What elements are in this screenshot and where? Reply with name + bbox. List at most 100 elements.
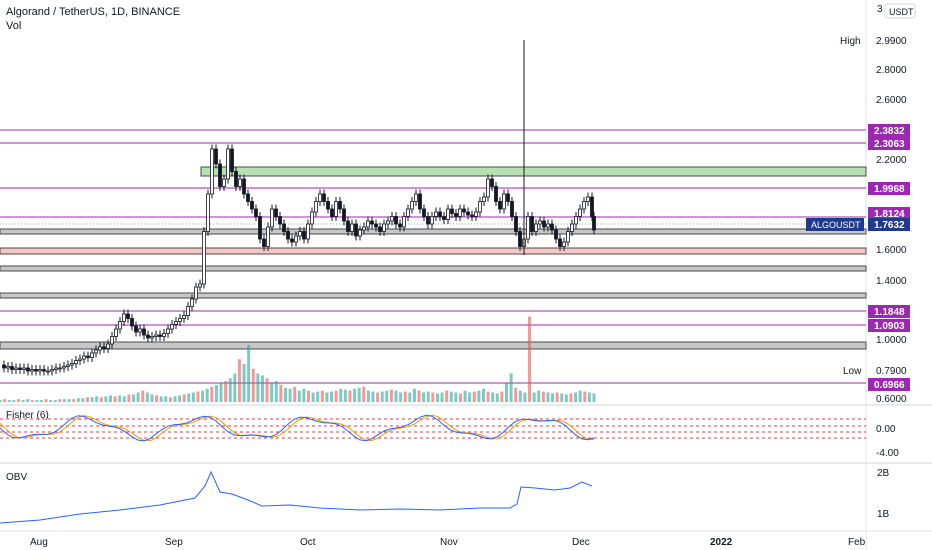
candle-body bbox=[478, 201, 482, 213]
volume-bar bbox=[201, 390, 205, 402]
candle-body bbox=[570, 223, 574, 232]
candle-body bbox=[158, 334, 162, 337]
candle-body bbox=[102, 346, 106, 349]
volume-bar bbox=[49, 400, 53, 402]
candle-body bbox=[14, 367, 18, 370]
volume-bar bbox=[196, 391, 200, 402]
candle-body bbox=[382, 223, 386, 232]
candle-body bbox=[234, 171, 238, 187]
candle-body bbox=[266, 226, 270, 247]
candle-body bbox=[326, 201, 330, 210]
volume-bar bbox=[514, 387, 518, 402]
volume-bar bbox=[505, 383, 509, 402]
candle-body bbox=[162, 333, 166, 337]
candle-body bbox=[434, 211, 438, 217]
volume-bar bbox=[412, 388, 416, 402]
time-axis[interactable]: Aug Sep Oct Nov Dec 2022 Feb bbox=[30, 537, 866, 548]
volume-bar bbox=[491, 392, 495, 402]
volume-bar bbox=[343, 389, 347, 402]
volume-bar bbox=[362, 386, 366, 402]
volume-bar bbox=[251, 368, 255, 402]
candle-body bbox=[510, 201, 514, 217]
volume-bar bbox=[293, 386, 297, 402]
candle-body bbox=[22, 367, 26, 370]
volume-bar bbox=[435, 393, 439, 402]
price-tick: 0.6000 bbox=[876, 394, 907, 405]
candle-body bbox=[358, 229, 362, 237]
volume-bar bbox=[353, 388, 357, 402]
candle-body bbox=[286, 231, 290, 240]
volume-bar bbox=[247, 345, 251, 402]
volume-bar bbox=[307, 390, 311, 402]
volume-bar bbox=[578, 390, 582, 402]
level-tag bbox=[868, 319, 910, 332]
volume-bar bbox=[0, 400, 2, 402]
volume-bar bbox=[242, 364, 246, 402]
candle-body bbox=[194, 286, 198, 300]
volume-bar bbox=[541, 391, 545, 402]
gray-zone-3 bbox=[0, 292, 867, 299]
candle-body bbox=[238, 178, 242, 187]
candle-body bbox=[226, 148, 230, 180]
candle-body bbox=[38, 369, 42, 372]
candle-body bbox=[142, 328, 146, 336]
candle-body bbox=[550, 223, 554, 231]
candle-body bbox=[454, 213, 458, 217]
support-zone-red bbox=[0, 247, 867, 255]
level-tags: 2.3832 2.3063 1.9968 1.8124 1.1848 1.090… bbox=[868, 124, 910, 391]
candle-body bbox=[450, 208, 454, 214]
candle-body bbox=[474, 211, 478, 217]
volume-bar bbox=[16, 399, 20, 402]
candle-body bbox=[178, 318, 182, 322]
currency-badge[interactable] bbox=[884, 3, 916, 19]
candle-body bbox=[402, 216, 406, 228]
candle-body bbox=[78, 358, 82, 361]
candle-body bbox=[206, 193, 210, 232]
candle-body bbox=[18, 367, 22, 370]
volume-bar bbox=[574, 392, 578, 402]
candle-body bbox=[350, 223, 354, 232]
level-tag-text: 1.0903 bbox=[874, 321, 905, 332]
volume-bar bbox=[587, 392, 591, 402]
candle-body bbox=[170, 324, 174, 330]
volume-bar bbox=[366, 390, 370, 402]
volume-bar bbox=[62, 399, 66, 402]
fisher-tick: 0.00 bbox=[876, 424, 896, 435]
volume-bar bbox=[118, 395, 122, 402]
candle-body bbox=[586, 196, 590, 202]
volume-bar bbox=[408, 392, 412, 402]
volume-bar bbox=[551, 393, 555, 402]
volume-bar bbox=[325, 392, 329, 402]
candle-body bbox=[370, 220, 374, 225]
candle-body bbox=[494, 186, 498, 202]
candle-body bbox=[54, 367, 58, 370]
candle-body bbox=[314, 201, 318, 213]
candle-body bbox=[334, 201, 338, 217]
volume-bar bbox=[431, 392, 435, 402]
volume-bar bbox=[394, 390, 398, 402]
level-tag bbox=[868, 378, 910, 391]
candle-body bbox=[306, 223, 310, 240]
candle-body bbox=[290, 238, 294, 243]
candle-body bbox=[438, 211, 442, 217]
candle-body bbox=[118, 321, 122, 330]
volume-bar bbox=[495, 393, 499, 402]
volume-bar bbox=[454, 392, 458, 402]
resistance-zone bbox=[200, 166, 867, 177]
candle-body bbox=[246, 193, 250, 202]
currency-label: USDT bbox=[889, 7, 914, 17]
volume-bar bbox=[311, 392, 315, 402]
candle-body bbox=[338, 201, 342, 210]
candle-body bbox=[150, 336, 154, 339]
candle-body bbox=[578, 208, 582, 217]
volume-bar bbox=[399, 392, 403, 402]
volume-bar bbox=[76, 398, 80, 402]
level-tag-text: 1.1848 bbox=[874, 307, 905, 318]
candle-body bbox=[466, 211, 470, 216]
price-axis[interactable]: 3 USDT High 2.9900 2.8000 2.6000 2.2000 … bbox=[840, 3, 916, 405]
volume-bars bbox=[0, 316, 596, 402]
volume-bar bbox=[463, 390, 467, 402]
level-tag-text: 2.3063 bbox=[874, 139, 905, 150]
volume-bar bbox=[104, 396, 108, 402]
volume-bar bbox=[90, 397, 94, 402]
